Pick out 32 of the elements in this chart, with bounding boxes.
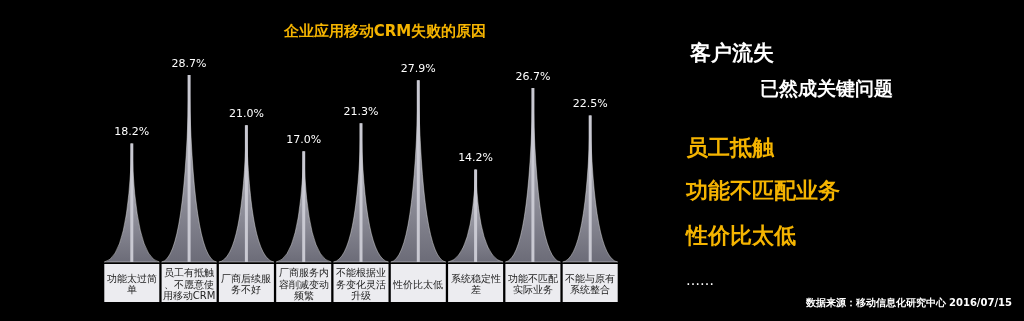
data-label: 26.7% (515, 70, 551, 84)
data-label: 27.9% (400, 62, 436, 76)
text: …… (686, 272, 714, 288)
x-tick-label: 不能与原有系统整合 (565, 272, 616, 296)
data-label: 21.0% (228, 107, 264, 121)
data-label: 22.5% (572, 97, 608, 111)
bar (130, 143, 134, 262)
bar (588, 115, 592, 262)
bar (244, 125, 248, 262)
source-note: 数据来源：移动信息化研究中心 2016/07/15 (804, 297, 1013, 308)
text: 客户流失 (689, 41, 774, 65)
x-tick-label: 功能不匹配实际业务 (507, 272, 558, 296)
bar (359, 123, 363, 262)
data-label: 14.2% (458, 151, 494, 165)
bar (416, 80, 420, 262)
data-label: 28.7% (171, 57, 207, 70)
data-label: 17.0% (286, 133, 322, 147)
data-label: 18.2% (114, 125, 150, 139)
bar (302, 151, 306, 262)
text: 已然成关键问题 (760, 77, 893, 99)
x-tick-label: 功能太过简单 (106, 272, 157, 296)
bar (531, 88, 535, 262)
bar (474, 169, 478, 262)
data-label: 21.3% (343, 105, 379, 119)
chart-title: 企业应用移动CRM失败的原因 (282, 22, 487, 40)
x-tick-label: 系统稳定性差 (450, 272, 501, 296)
text: 性价比太低 (684, 223, 796, 248)
bar (187, 75, 191, 262)
x-tick-label: 厂商后续服务不好 (221, 272, 272, 296)
x-tick-label: 性价比太低 (392, 278, 444, 290)
text: 员工抵触 (686, 135, 775, 160)
text: 功能不匹配业务 (685, 178, 840, 203)
